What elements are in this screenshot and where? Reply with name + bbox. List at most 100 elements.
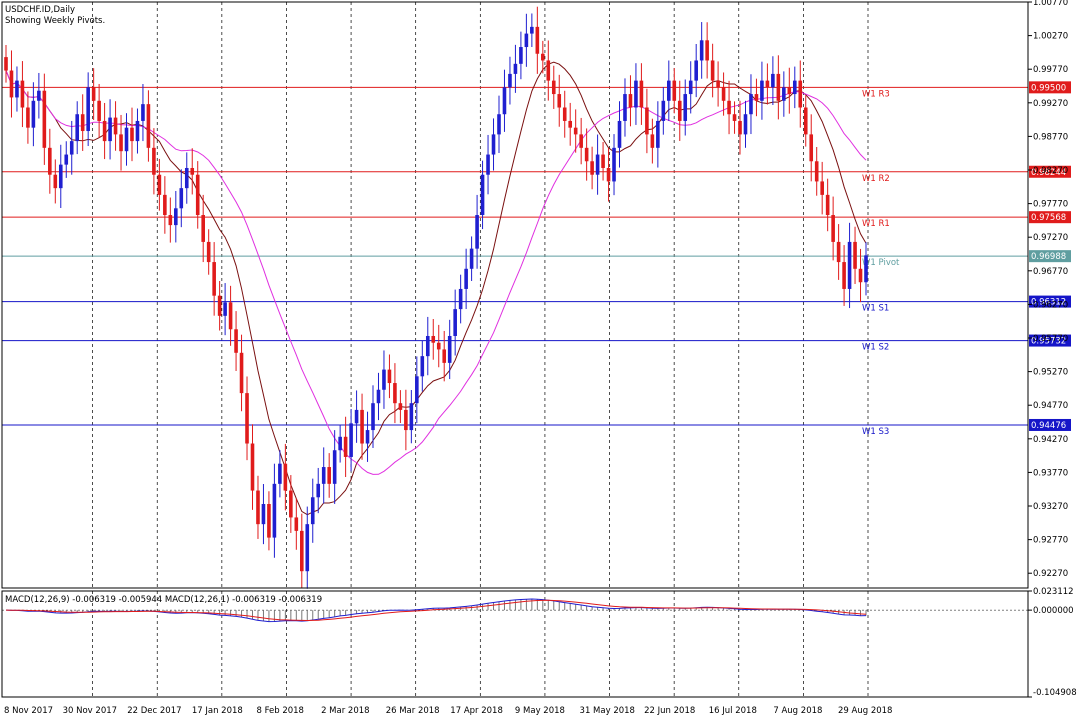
price-tick-label: 0.93270 <box>1033 502 1068 512</box>
candle-body <box>557 94 562 108</box>
time-tick-label: 8 Feb 2018 <box>256 706 304 716</box>
candle-body <box>464 268 468 289</box>
price-tick-label: 0.97270 <box>1033 233 1068 243</box>
candle-body <box>732 114 737 121</box>
candle-body <box>530 26 534 34</box>
candle-body <box>48 147 52 175</box>
candle-body <box>321 467 326 484</box>
candle-body <box>58 164 63 189</box>
candle-body <box>234 329 238 353</box>
candle-body <box>261 503 266 525</box>
candle-body <box>289 490 293 518</box>
candle-body <box>677 100 682 121</box>
candle-body <box>245 393 249 444</box>
candle-body <box>672 80 677 101</box>
candle-body <box>667 80 671 101</box>
price-tick-label: 0.98770 <box>1033 132 1068 142</box>
candle-body <box>519 47 523 64</box>
pivot-tag: 0.96988 <box>1031 252 1066 262</box>
candle-body <box>278 463 282 484</box>
pivot-tag-box <box>1029 418 1071 431</box>
candle-body <box>64 154 69 165</box>
pivot-lines: W1 R3 0.99500 W1 R2 0.98244 W1 R1 0.97568 W1 P… <box>2 81 1071 437</box>
pivot-tag-box <box>1029 334 1071 347</box>
candle-body <box>217 295 222 316</box>
candle-body <box>480 174 485 216</box>
candle-body <box>349 423 353 457</box>
candle-body <box>124 127 129 152</box>
candle-body <box>267 503 271 538</box>
candle-body <box>86 87 90 132</box>
ma-slow-line <box>5 70 867 475</box>
chart-title: USDCHF.ID,Daily <box>5 5 75 15</box>
candle-body <box>327 467 331 484</box>
candle-body <box>754 94 759 101</box>
candle-body <box>541 53 545 61</box>
candle-body <box>453 309 457 336</box>
candle-body <box>393 383 397 404</box>
candle-body <box>387 369 392 384</box>
candle-body <box>749 94 753 115</box>
candle-body <box>332 450 337 484</box>
candle-body <box>601 154 605 168</box>
pivot-label: W1 R1 <box>862 219 890 229</box>
pivot-label: W1 Pivot <box>862 258 900 268</box>
candle-body <box>42 90 47 148</box>
candle-body <box>420 356 425 377</box>
candle-body <box>513 63 518 74</box>
candle-body <box>376 389 381 404</box>
pivot-label: W1 S3 <box>862 427 889 437</box>
pivot-tag-box <box>1029 250 1071 263</box>
candle-body <box>250 443 255 491</box>
pivot-tag: 0.96312 <box>1031 298 1066 308</box>
candle-body <box>825 194 830 216</box>
candle-body <box>212 262 216 296</box>
candle-body <box>771 73 775 88</box>
candle-body <box>310 497 315 525</box>
candle-body <box>639 80 644 108</box>
candle-body <box>9 70 14 98</box>
price-tick-label: 1.00770 <box>1033 0 1068 8</box>
candle-body <box>239 352 244 394</box>
candle-body <box>864 255 868 283</box>
moving-averages <box>5 61 867 516</box>
candle-body <box>858 268 863 283</box>
time-tick-label: 8 Nov 2017 <box>4 706 53 716</box>
price-tick-label: 0.99770 <box>1033 65 1068 75</box>
time-tick-label: 9 May 2018 <box>515 706 565 716</box>
candle-body <box>551 80 556 95</box>
candle-body <box>168 215 173 226</box>
pivot-tag: 0.97568 <box>1031 213 1066 223</box>
candle-body <box>716 80 720 88</box>
candle-body <box>283 463 288 491</box>
candle-body <box>146 104 151 148</box>
macd-tick-label: 0.023112 <box>1033 587 1074 597</box>
candle-body <box>524 33 529 48</box>
time-tick-label: 22 Jun 2018 <box>644 706 695 716</box>
candle-body <box>562 107 567 121</box>
price-tick-label: 0.95270 <box>1033 368 1068 378</box>
candle-body <box>447 335 452 363</box>
candle-body <box>4 57 8 71</box>
candle-body <box>475 215 479 249</box>
candle-body <box>371 403 375 431</box>
candle-body <box>130 127 134 142</box>
pivot-tag: 0.95732 <box>1031 337 1066 347</box>
price-tick-label: 1.00270 <box>1033 32 1068 42</box>
candle-body <box>184 167 189 189</box>
candle-body <box>195 174 200 216</box>
candle-body <box>836 241 841 263</box>
candle-body <box>694 60 698 81</box>
candle-body <box>705 40 709 61</box>
candle-body <box>842 262 846 289</box>
candle-body <box>294 517 299 531</box>
candle-body <box>174 208 178 226</box>
pivot-label: W1 R2 <box>862 174 890 184</box>
candle-body <box>508 73 512 88</box>
price-tick-label: 0.92270 <box>1033 569 1068 579</box>
candle-body <box>354 409 359 424</box>
candle-body <box>628 94 633 108</box>
candle-body <box>634 80 638 108</box>
